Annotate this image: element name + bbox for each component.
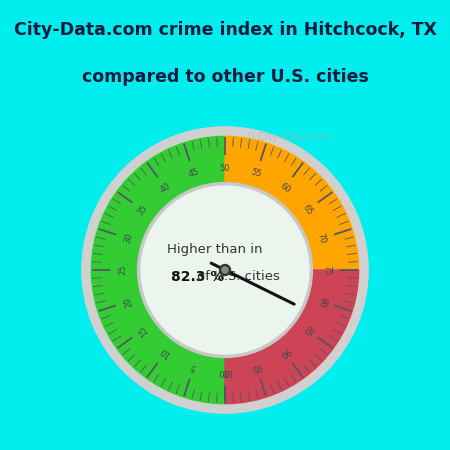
Text: ⓘ City-Data.com: ⓘ City-Data.com	[248, 132, 332, 142]
Wedge shape	[82, 127, 368, 413]
Text: 15: 15	[136, 323, 149, 337]
Text: 90: 90	[278, 346, 292, 359]
Text: City-Data.com crime index in Hitchcock, TX: City-Data.com crime index in Hitchcock, …	[14, 21, 436, 39]
Text: 5: 5	[189, 362, 198, 372]
Text: 30: 30	[122, 232, 134, 245]
Text: 80: 80	[316, 295, 328, 308]
Circle shape	[222, 267, 228, 273]
Text: 95: 95	[250, 361, 263, 373]
Wedge shape	[91, 136, 225, 404]
Text: 60: 60	[278, 181, 292, 194]
Text: 40: 40	[158, 181, 172, 194]
Text: 35: 35	[136, 203, 149, 217]
Wedge shape	[225, 136, 359, 270]
Text: 50: 50	[220, 164, 230, 173]
Text: 82.3 %: 82.3 %	[171, 270, 224, 284]
Text: of U.S. cities: of U.S. cities	[197, 270, 280, 284]
Text: 0: 0	[222, 367, 228, 376]
Text: 45: 45	[187, 167, 200, 179]
Text: Higher than in: Higher than in	[167, 243, 262, 256]
Text: 25: 25	[119, 265, 128, 275]
Text: 100: 100	[217, 367, 233, 376]
Wedge shape	[138, 183, 312, 357]
Circle shape	[141, 186, 309, 354]
Text: compared to other U.S. cities: compared to other U.S. cities	[81, 68, 369, 86]
Text: 85: 85	[301, 323, 314, 337]
Wedge shape	[91, 136, 359, 404]
Text: 55: 55	[250, 167, 263, 179]
Text: 75: 75	[322, 265, 331, 275]
Text: 65: 65	[301, 203, 314, 217]
Text: 70: 70	[316, 232, 328, 245]
Text: 10: 10	[158, 346, 172, 359]
Circle shape	[220, 265, 230, 275]
Text: 20: 20	[122, 295, 134, 308]
Wedge shape	[225, 270, 359, 404]
